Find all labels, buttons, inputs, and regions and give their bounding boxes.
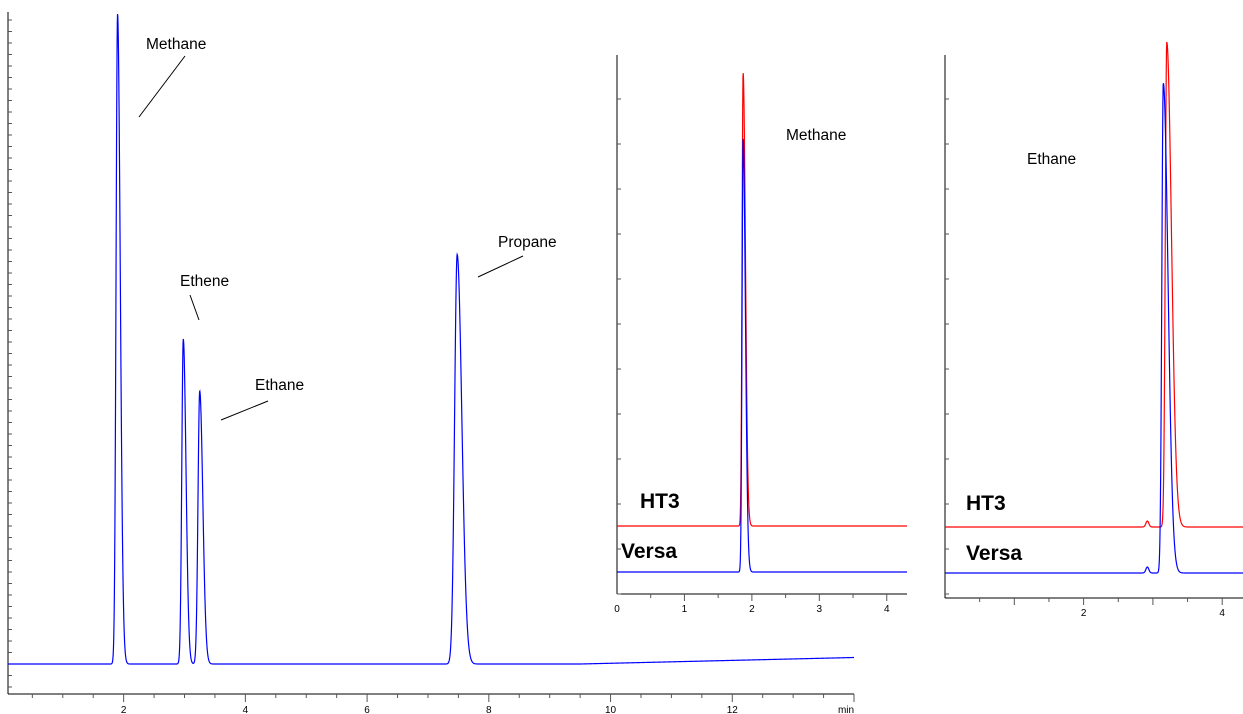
inset-x-tick-label: 0 [614, 604, 620, 615]
inset-x-tick-label: 3 [817, 604, 823, 615]
inset-x-tick-label: 4 [884, 604, 890, 615]
main-x-tick-label: 4 [243, 705, 249, 714]
inset-methane-ht3-label: HT3 [640, 490, 680, 513]
peak-label-propane: Propane [498, 234, 557, 251]
main-x-tick-label: 10 [605, 705, 617, 714]
inset-x-tick-label: 2 [1081, 608, 1087, 619]
peak-label-methane: Methane [146, 36, 206, 53]
inset-x-tick-label: 2 [749, 604, 755, 615]
inset-ethane-title: Ethane [1027, 151, 1076, 168]
inset-ethane-background [940, 50, 1243, 620]
inset-methane-background [612, 50, 908, 600]
inset-methane-ht3-trace [617, 73, 907, 527]
peak-label-ethene: Ethene [180, 273, 229, 290]
main-x-tick-label: 6 [364, 705, 370, 714]
main-x-unit: min [838, 705, 854, 714]
annotation-leader-line [220, 400, 269, 421]
inset-methane-chart: 0 1 2 3 4 Methane HT3 Versa [612, 50, 908, 615]
inset-ethane-ht3-label: HT3 [966, 492, 1006, 515]
main-x-tick-label: 8 [486, 705, 492, 714]
main-x-tick-label: 2 [121, 705, 127, 714]
inset-methane-y-ticks [617, 98, 621, 595]
inset-methane-title: Methane [786, 127, 846, 144]
inset-methane-x-ticks: 0 1 2 3 4 [614, 594, 890, 615]
inset-ethane-y-ticks [945, 98, 949, 595]
annotation-leader-line [138, 55, 186, 118]
main-trace-line [8, 13, 855, 665]
annotation-leader-line [189, 294, 200, 321]
annotation-leader-line [477, 255, 524, 278]
inset-ethane-ht3-trace [945, 41, 1243, 528]
inset-methane-versa-label: Versa [621, 540, 677, 563]
inset-x-tick-label: 4 [1219, 608, 1225, 619]
peak-label-ethane: Ethane [255, 377, 304, 394]
inset-x-tick-label: 1 [682, 604, 688, 615]
main-x-tick-label: 12 [727, 705, 739, 714]
inset-ethane-versa-trace [945, 83, 1243, 574]
inset-methane-versa-trace [617, 138, 907, 573]
main-x-ticks: 2 4 6 8 10 12 [31, 694, 855, 714]
peak-annotations: Methane Ethene Ethane Propane [138, 36, 557, 421]
main-y-ticks [8, 19, 12, 688]
inset-ethane-versa-label: Versa [966, 542, 1022, 565]
